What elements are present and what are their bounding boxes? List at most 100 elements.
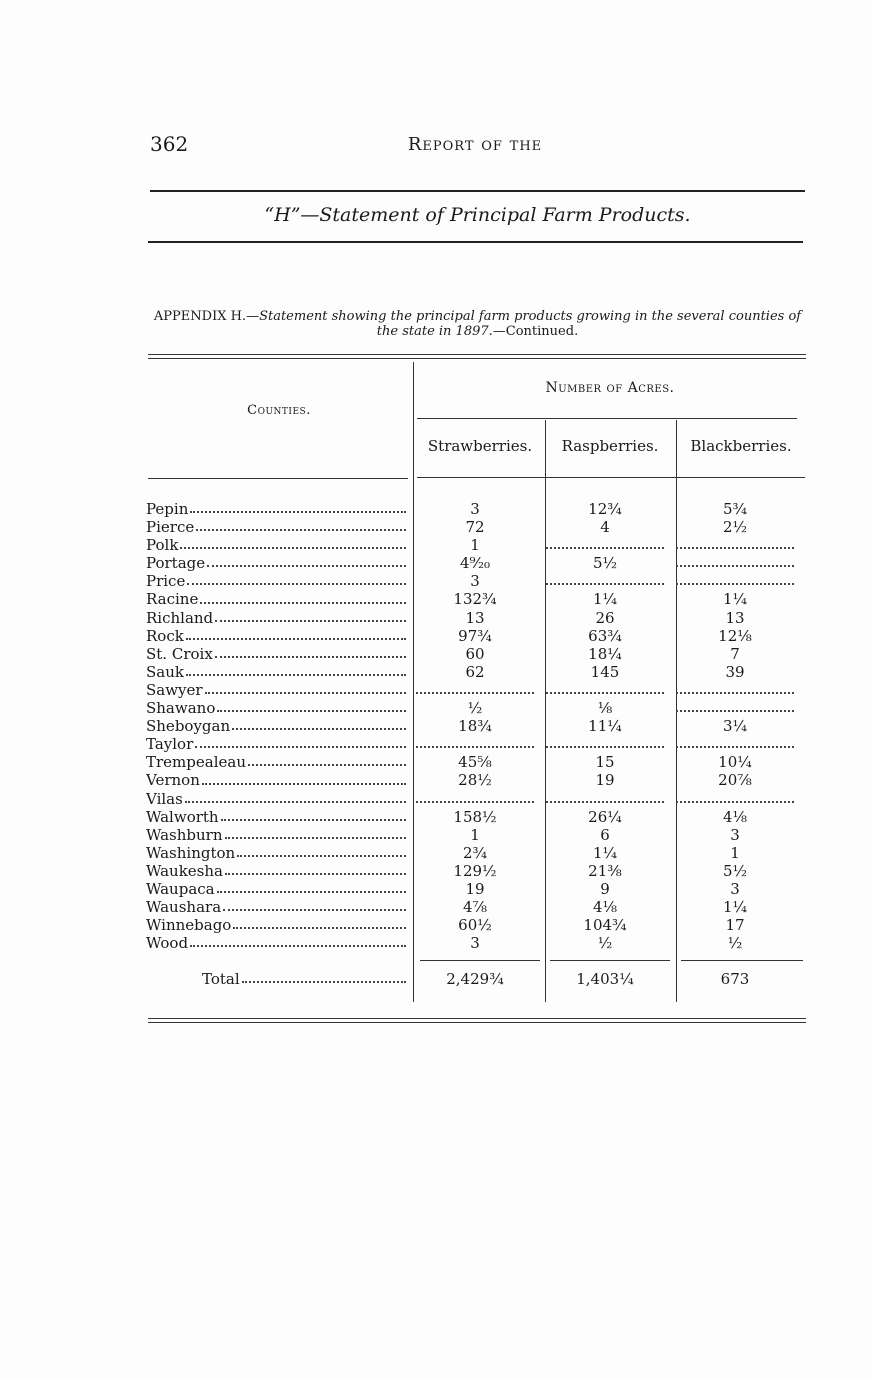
header-rule-left bbox=[148, 478, 408, 479]
section-title: “H”—Statement of Principal Farm Products… bbox=[264, 204, 691, 226]
leader-dots bbox=[233, 916, 406, 930]
cell-raspberries: 145 bbox=[590, 662, 620, 681]
cell-raspberries: 21⅜ bbox=[588, 861, 622, 880]
cell-blackberries: 5½ bbox=[722, 861, 748, 880]
leader-dots bbox=[200, 590, 406, 604]
cell-strawberries: 3 bbox=[470, 500, 480, 518]
cell-blackberries bbox=[670, 572, 800, 590]
cell-blackberries bbox=[670, 790, 800, 808]
cell-blackberries bbox=[670, 554, 800, 572]
leader-dots bbox=[196, 518, 406, 532]
leader-dots bbox=[237, 844, 406, 857]
group-header-rule bbox=[417, 418, 797, 419]
cell-raspberries: 26 bbox=[595, 608, 615, 627]
table-row: Waukesha 129½ 21⅜ 5½ bbox=[146, 862, 806, 880]
number-of-acres-header: Number of Acres. bbox=[545, 380, 675, 396]
cell-strawberries: 158½ bbox=[453, 807, 497, 826]
cell-strawberries: 72 bbox=[465, 518, 485, 537]
cell-blackberries: 7 bbox=[730, 644, 740, 663]
running-title: Report of the bbox=[407, 134, 543, 155]
cell-blackberries bbox=[670, 699, 800, 717]
leader-dots bbox=[207, 554, 406, 568]
table-top-rule bbox=[148, 354, 806, 355]
cell-blackberries: 12⅛ bbox=[718, 626, 752, 645]
table-row: Vilas bbox=[146, 790, 806, 808]
county-name: Washington bbox=[146, 843, 236, 862]
table-top-rule-2 bbox=[148, 358, 806, 359]
appendix-continued: —Continued. bbox=[492, 324, 579, 339]
cell-strawberries: 1 bbox=[470, 825, 480, 844]
table-row: Washburn 1 6 3 bbox=[146, 826, 806, 844]
table-row: Trempealeau 45⅝ 15 10¼ bbox=[146, 753, 806, 771]
table-row: Pepin 3 12¾ 5¾ bbox=[146, 500, 806, 518]
total-strawberries: 2,429¾ bbox=[446, 970, 504, 988]
table-row: Price 3 bbox=[146, 572, 806, 590]
county-name: Sauk bbox=[146, 662, 184, 681]
column-header-strawberries: Strawberries. bbox=[427, 437, 533, 455]
cell-raspberries: 1¼ bbox=[592, 843, 618, 862]
leader-dots bbox=[241, 970, 406, 983]
leader-dots bbox=[215, 609, 406, 622]
table-row: Vernon 28½ 19 20⅞ bbox=[146, 771, 806, 789]
title-rule bbox=[148, 241, 803, 243]
cell-blackberries: 2½ bbox=[722, 518, 748, 537]
leader-dots bbox=[224, 826, 406, 839]
cell-raspberries bbox=[540, 735, 670, 753]
total-rule bbox=[681, 960, 803, 961]
county-name: Richland bbox=[146, 608, 214, 627]
table-row: Winnebago 60½ 104¾ 17 bbox=[146, 916, 806, 934]
table-bottom-rule-2 bbox=[148, 1022, 806, 1023]
leader-dots bbox=[185, 627, 406, 640]
appendix-label: APPENDIX H.— bbox=[153, 309, 260, 324]
county-name: Polk bbox=[146, 536, 179, 555]
county-name: Shawano bbox=[146, 699, 216, 718]
cell-strawberries: 19 bbox=[465, 879, 485, 898]
table-row: Washington 2¾ 1¼ 1 bbox=[146, 844, 806, 862]
cell-blackberries: 20⅞ bbox=[718, 771, 752, 790]
county-name: Waushara bbox=[146, 898, 222, 917]
cell-raspberries: ½ bbox=[597, 934, 613, 953]
county-name: Vernon bbox=[146, 771, 200, 790]
table-row: Polk 1 bbox=[146, 536, 806, 554]
table-row: St. Croix 60 18¼ 7 bbox=[146, 645, 806, 663]
cell-blackberries bbox=[670, 681, 800, 699]
column-divider bbox=[545, 420, 546, 1002]
cell-raspberries: ⅛ bbox=[597, 699, 613, 718]
cell-blackberries: 1¼ bbox=[722, 898, 748, 917]
table-row: Walworth 158½ 26¼ 4⅛ bbox=[146, 808, 806, 826]
county-name: Racine bbox=[146, 590, 199, 609]
table-body: Pepin 3 12¾ 5¾ Pierce 72 4 2½ Polk 1 Portage 4⁹⁄₂₀ 5… bbox=[146, 500, 806, 952]
cell-strawberries: 2¾ bbox=[462, 843, 488, 862]
leader-dots bbox=[184, 790, 406, 803]
county-name: Waukesha bbox=[146, 861, 223, 880]
header-rule-right bbox=[417, 477, 805, 478]
county-name: Vilas bbox=[146, 789, 183, 808]
appendix-text: Statement showing the principal farm pro… bbox=[259, 309, 802, 339]
cell-raspberries: 4 bbox=[600, 518, 610, 537]
counties-header: Counties. bbox=[247, 403, 311, 418]
cell-strawberries: 13 bbox=[465, 608, 485, 627]
cell-strawberries: 97¾ bbox=[458, 626, 492, 645]
table-row: Taylor bbox=[146, 735, 806, 753]
leader-dots bbox=[185, 663, 406, 676]
cell-strawberries bbox=[410, 790, 540, 808]
table-row: Waushara 4⅞ 4⅛ 1¼ bbox=[146, 898, 806, 916]
table-row: Rock 97¾ 63¾ 12⅛ bbox=[146, 627, 806, 645]
table-row: Sawyer bbox=[146, 681, 806, 699]
leader-dots bbox=[232, 717, 406, 731]
cell-raspberries: 4⅛ bbox=[592, 898, 618, 917]
county-name: Waupaca bbox=[146, 879, 215, 898]
cell-blackberries: 10¼ bbox=[718, 753, 752, 772]
county-name: Taylor bbox=[146, 735, 194, 754]
county-name: Pepin bbox=[146, 500, 189, 518]
cell-blackberries: 4⅛ bbox=[722, 807, 748, 826]
cell-raspberries bbox=[540, 536, 670, 554]
cell-strawberries: ½ bbox=[467, 699, 483, 718]
leader-dots bbox=[216, 880, 406, 894]
cell-blackberries bbox=[670, 735, 800, 753]
table-row: Wood 3 ½ ½ bbox=[146, 934, 806, 952]
cell-strawberries: 132¾ bbox=[453, 590, 497, 609]
cell-strawberries: 129½ bbox=[453, 861, 497, 880]
cell-blackberries: 13 bbox=[725, 608, 745, 627]
cell-strawberries: 18¾ bbox=[458, 717, 492, 736]
